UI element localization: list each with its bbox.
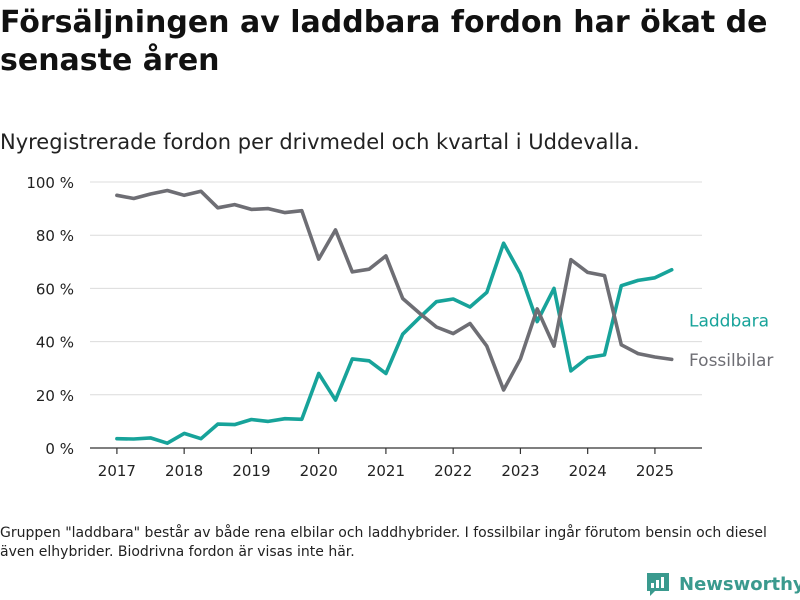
- x-tick-label: 2025: [636, 462, 674, 480]
- y-tick-label: 100 %: [26, 174, 74, 192]
- x-tick-label: 2018: [165, 462, 203, 480]
- y-gridlines: [90, 181, 702, 396]
- series-line-fossilbilar: [115, 188, 674, 392]
- brand-logo: Newsworthy: [645, 571, 800, 597]
- x-tick-label: 2024: [569, 462, 607, 480]
- series-line-laddbara: [115, 241, 674, 446]
- x-axis: 2017 2018 2019 2020 2021 2022 2023 2024 2025: [90, 447, 702, 480]
- y-tick-label: 40 %: [36, 334, 74, 352]
- series-lines: [115, 188, 674, 446]
- y-axis-tick-labels: 0 % 20 % 40 % 60 % 80 % 100 %: [26, 174, 74, 458]
- x-tick-label: 2019: [232, 462, 270, 480]
- chart-subtitle: Nyregistrerade fordon per drivmedel och …: [0, 130, 640, 154]
- y-tick-label: 80 %: [36, 227, 74, 245]
- y-tick-label: 0 %: [45, 440, 74, 458]
- x-tick-label: 2020: [300, 462, 338, 480]
- x-tick-label: 2022: [434, 462, 472, 480]
- brand-name: Newsworthy: [679, 573, 800, 595]
- y-tick-label: 20 %: [36, 387, 74, 405]
- x-tick-label: 2021: [367, 462, 405, 480]
- series-labels: Laddbara Fossilbilar: [689, 311, 773, 371]
- series-label-laddbara: Laddbara: [689, 311, 769, 331]
- x-tick-label: 2017: [98, 462, 136, 480]
- chart-title: Försäljningen av laddbara fordon har öka…: [0, 5, 768, 78]
- y-tick-label: 60 %: [36, 280, 74, 298]
- chart-caption: Gruppen "laddbara" består av både rena e…: [0, 525, 767, 560]
- x-tick-label: 2023: [501, 462, 539, 480]
- newsworthy-logo-icon: [647, 573, 669, 596]
- series-label-fossilbilar: Fossilbilar: [689, 351, 773, 371]
